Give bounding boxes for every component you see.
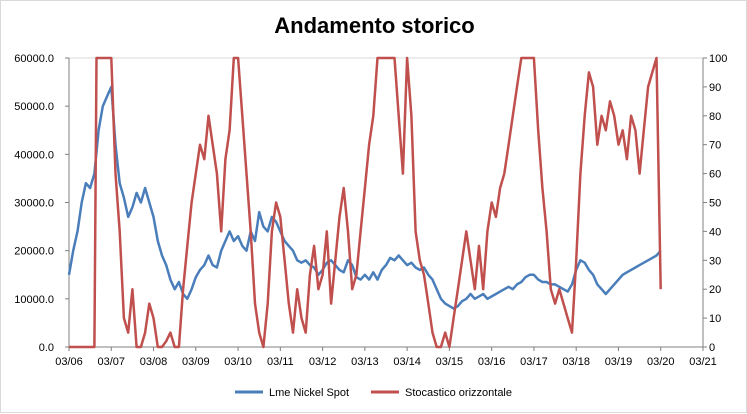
y-left-tick-label: 30000.0	[14, 198, 54, 210]
y-left-tick-label: 40000.0	[14, 149, 54, 161]
legend-label: Stocastico orizzontale	[405, 387, 512, 399]
x-tick-label: 03/12	[309, 356, 337, 368]
y-left-tick-label: 10000.0	[14, 294, 54, 306]
x-tick-label: 03/17	[520, 356, 548, 368]
y-right-tick-label: 70	[709, 140, 721, 152]
y-left-tick-label: 20000.0	[14, 246, 54, 258]
series-line-lme-nickel-spot	[67, 85, 662, 310]
x-tick-label: 03/18	[562, 356, 590, 368]
x-tick-label: 03/11	[267, 356, 294, 368]
y-right-tick-label: 50	[709, 198, 721, 210]
y-right-tick-label: 60	[709, 169, 721, 181]
y-left-tick-label: 50000.0	[14, 101, 54, 113]
chart-title: Andamento storico	[274, 13, 475, 38]
x-tick-label: 03/09	[182, 356, 210, 368]
x-tick-label: 03/10	[224, 356, 252, 368]
x-tick-label: 03/07	[98, 356, 126, 368]
x-tick-label: 03/16	[478, 356, 506, 368]
x-tick-label: 03/06	[55, 356, 83, 368]
x-tick-label: 03/08	[140, 356, 168, 368]
y-right-tick-label: 10	[709, 313, 721, 325]
x-tick-label: 03/14	[393, 356, 421, 368]
series-line-stocastico-orizzontale	[69, 56, 662, 349]
x-tick-label: 03/19	[605, 356, 633, 368]
y-right-tick-label: 20	[709, 284, 721, 296]
y-right-tick-label: 40	[709, 226, 721, 238]
y-left-tick-label: 60000.0	[14, 53, 54, 65]
y-right-tick-label: 0	[709, 342, 715, 354]
y-left-tick-label: 0.0	[39, 342, 54, 354]
y-right-tick-label: 100	[709, 53, 727, 65]
y-right-tick-label: 80	[709, 111, 721, 123]
legend-label: Lme Nickel Spot	[269, 387, 349, 399]
plot-area	[68, 57, 704, 348]
x-tick-label: 03/13	[351, 356, 379, 368]
y-right-tick-label: 90	[709, 82, 721, 94]
x-tick-label: 03/21	[689, 356, 717, 368]
y-right-tick-label: 30	[709, 255, 721, 267]
x-tick-label: 03/20	[647, 356, 675, 368]
x-tick-label: 03/15	[436, 356, 464, 368]
